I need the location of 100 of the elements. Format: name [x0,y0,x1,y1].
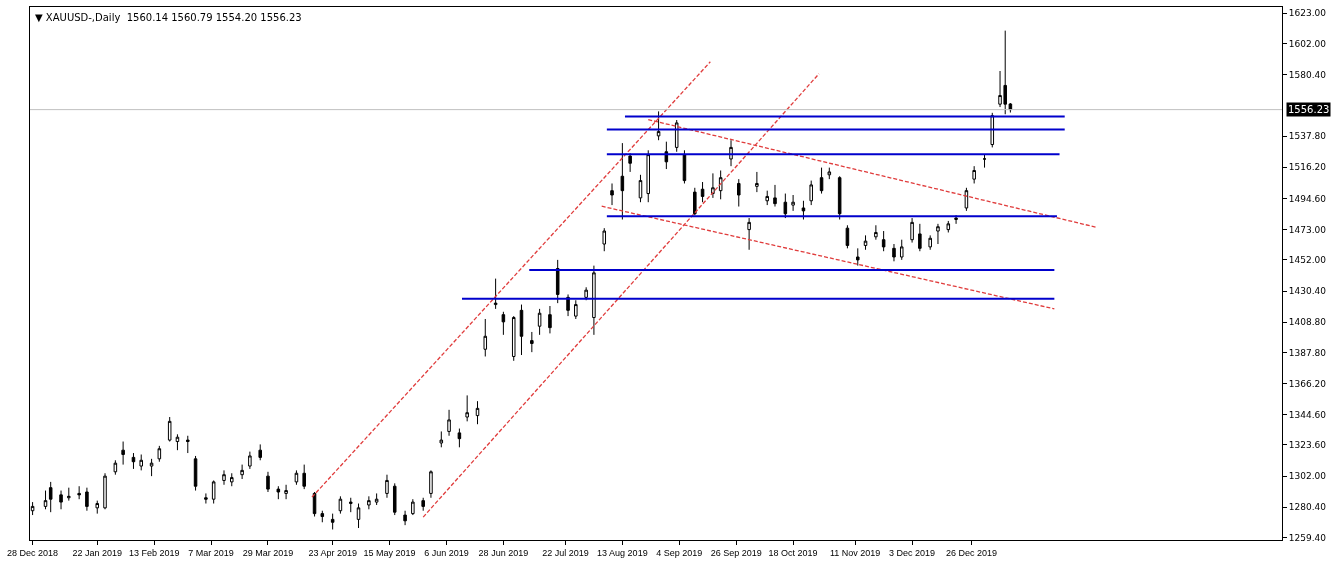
candlestick [874,224,878,241]
y-tick-label: 1516.20 [1288,162,1327,173]
candlestick [765,190,769,206]
y-tick-label: 1452.00 [1288,255,1327,266]
candlestick [537,308,542,336]
x-tick-label: 15 May 2019 [363,547,416,558]
x-tick-label: 22 Jul 2019 [542,547,589,558]
candlestick [77,485,81,500]
x-tick-label: 18 Oct 2019 [768,547,818,558]
candlestick [501,311,506,336]
candlestick [403,510,407,526]
candlestick [367,495,371,510]
y-tick-label: 1387.80 [1288,347,1327,358]
candlestick [584,286,588,301]
candlestick [43,490,48,510]
y-tick-label: 1602.00 [1288,38,1327,49]
candlestick [783,193,788,219]
candlestick [483,318,488,357]
x-tick-label: 7 Mar 2019 [188,547,234,558]
candlestick [302,464,306,490]
x-tick-label: 23 Apr 2019 [308,547,357,558]
candlestick [899,239,904,261]
candlestick [809,180,813,206]
candlestick [59,490,63,510]
candlestick [294,469,299,486]
x-tick-label: 28 Jun 2019 [478,547,529,558]
candlestick [791,194,795,212]
y-tick-label: 1623.00 [1288,8,1327,19]
x-tick-label: 26 Dec 2019 [946,547,998,558]
candlestick [95,500,100,515]
candlestick [827,167,832,180]
y-tick-label: 1537.80 [1288,131,1327,142]
candlestick [348,497,353,513]
candlestick [67,487,71,502]
candlestick [910,217,914,244]
text: ▼ XAUUSD-,Daily 1560.14 1560.79 1554.20 1556.23 [35,12,302,24]
candlestick [548,305,552,334]
candlestick [972,165,976,184]
candlestick [801,200,806,221]
candlestick [211,479,216,505]
candlestick [139,454,143,471]
candlestick [892,243,896,262]
candlestick [718,169,723,200]
x-tick-label: 11 Nov 2019 [829,547,881,558]
candlestick [881,230,886,252]
candlestick [48,481,53,513]
x-tick-label: 22 Jan 2019 [72,547,123,558]
candlestick [837,175,842,221]
candlestick [946,220,951,233]
candlestick [863,234,868,251]
y-tick-label: 1280.40 [1288,502,1327,513]
candlestick [149,458,154,477]
candlestick [646,149,651,203]
candlestick [222,469,226,486]
candlestick [954,214,958,225]
candlestick [284,484,288,500]
candlestick [429,469,433,499]
candlestick [493,278,498,310]
x-tick-label: 4 Sep 2019 [656,547,703,558]
candlestick [113,459,118,476]
candlestick [439,430,444,448]
x-tick-label: 3 Dec 2019 [889,547,936,558]
y-tick-label: 1323.60 [1288,440,1327,451]
candlestick [555,259,560,304]
candlestick [773,184,777,208]
candlestick [856,247,860,267]
candlestick [638,174,643,203]
candlestick [248,451,252,470]
candlestick [330,513,335,530]
candlestick [628,152,632,173]
candlestick [167,416,172,443]
y-tick-label: 1302.00 [1288,471,1327,482]
candlestick [157,445,162,463]
candlestick [755,171,759,193]
candlestick [356,503,361,529]
y-tick-label: 1259.40 [1288,532,1327,543]
candlestick [602,227,607,252]
candlestick [465,394,469,422]
candlestick [656,110,661,141]
candlestick [693,187,697,216]
candlestick [276,485,281,500]
y-tick-label: 1430.40 [1288,286,1327,297]
candlestick [103,472,107,510]
candlestick [982,154,987,169]
candlestick [936,223,940,245]
candlestick [85,487,89,512]
candlestick [240,464,244,480]
candlestick [519,304,524,356]
candlestick [374,492,379,506]
candlestick [457,428,462,448]
candlestick [421,497,425,512]
candlestick [121,441,125,466]
candlestick [186,435,190,454]
candlestick [258,443,262,461]
candlestick [411,498,415,516]
y-tick-label: 1408.80 [1288,317,1327,328]
candlestick [175,433,180,451]
y-tick-label: 1473.00 [1288,224,1327,235]
candlestick [592,265,596,336]
candlestick [700,181,705,203]
